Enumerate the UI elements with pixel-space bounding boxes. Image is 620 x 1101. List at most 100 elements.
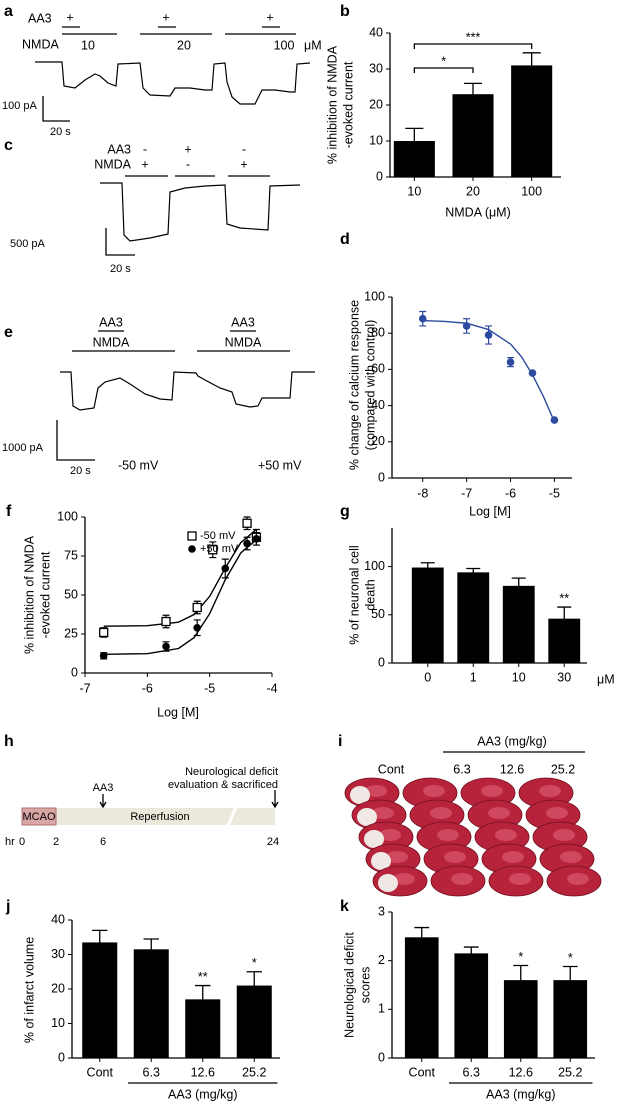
y-axis-label: scores	[358, 967, 372, 1004]
point	[528, 369, 537, 377]
point	[192, 602, 202, 613]
y-tick-label: 100	[364, 289, 385, 303]
infarct	[357, 808, 377, 826]
y-tick-label: 2	[378, 953, 385, 967]
y-tick-label: 50	[371, 607, 385, 621]
aa3-mark: +	[266, 10, 273, 24]
bar	[454, 953, 489, 1058]
infarct	[350, 786, 370, 804]
y-tick-label: 0	[378, 470, 385, 484]
group-label: 25.2	[551, 762, 575, 776]
y-axis-label: -evoked current	[341, 61, 355, 148]
y-tick-label: 0	[58, 1050, 65, 1064]
significance-bracket	[413, 67, 474, 73]
y-axis-label: (compared with control)	[363, 320, 377, 451]
brain-detail	[444, 851, 466, 863]
annotation: *	[568, 951, 573, 965]
brain-detail	[560, 851, 582, 863]
x-tick-label: 12.6	[191, 1065, 215, 1079]
y-tick-label: 20	[51, 981, 65, 995]
bar	[511, 65, 553, 177]
y-tick-label: 60	[371, 362, 385, 376]
y-axis-label: % inhibition of NMDA	[22, 535, 36, 654]
panel-label: h	[4, 733, 14, 750]
brain-detail	[437, 829, 459, 841]
time: 6	[100, 836, 106, 848]
x-tick-label: -6	[505, 486, 516, 500]
scale-bar	[42, 96, 70, 122]
y-axis-label: -evoked current	[38, 551, 52, 638]
mcao-block	[21, 807, 57, 826]
point	[418, 314, 427, 323]
y-tick-label: 10	[369, 133, 383, 147]
hr-label: hr	[5, 836, 15, 848]
y-axis-label: % inhibition of NMDA	[325, 45, 339, 164]
x-tick-label: Cont	[87, 1065, 114, 1079]
endpoint: Neurological deficit	[185, 766, 278, 778]
nmda-label: NMDA	[225, 335, 262, 349]
bar	[185, 999, 221, 1058]
annotation: *	[518, 950, 523, 964]
timeline	[22, 808, 275, 825]
endpoint: evaluation & sacrificed	[168, 779, 278, 791]
aa3-mark: -	[143, 142, 147, 156]
scale-time: 20 s	[110, 263, 131, 275]
annotation: **	[198, 970, 208, 984]
y-axis-label: % of infarct volume	[22, 937, 36, 1043]
annotation: **	[559, 591, 569, 605]
dose-label: AA3 (mg/kg)	[477, 734, 546, 748]
point	[99, 627, 109, 638]
x-axis-label: AA3 (mg/kg)	[486, 1087, 555, 1101]
y-tick-label: 0	[378, 655, 385, 669]
x-axis-label: Log [M]	[469, 504, 511, 518]
panel-label: a	[4, 3, 13, 20]
scale-time: 20 s	[50, 126, 71, 138]
aa3-mark: +	[66, 10, 73, 24]
fit-curve	[103, 539, 257, 655]
aa3-label: AA3	[99, 315, 123, 329]
panel-i: i AA3 (mg/kg) Cont 6.3 12.6 25.2	[338, 733, 602, 897]
aa3-label: AA3	[107, 142, 131, 156]
panel-label: b	[340, 3, 350, 20]
x-tick-label: 25.2	[558, 1065, 582, 1079]
time: 24	[267, 836, 279, 848]
infarct	[364, 830, 384, 848]
bar	[452, 94, 494, 177]
group-label: 6.3	[453, 762, 470, 776]
nmda-label: NMDA	[93, 335, 130, 349]
panel-a: a AA3 + + + NMDA 10 20 100 μM 100 pA 20 …	[2, 3, 322, 138]
annotation: *	[441, 54, 446, 68]
current-trace	[100, 182, 301, 242]
aa3-mark: +	[162, 10, 169, 24]
bar	[457, 572, 490, 663]
point	[208, 545, 218, 555]
y-tick-label: 1	[378, 1002, 385, 1016]
scale-current: 1000 pA	[2, 442, 44, 454]
brain-detail	[567, 873, 589, 885]
aa3-label: AA3	[93, 782, 114, 794]
bar	[133, 949, 169, 1058]
nmda-label: NMDA	[94, 157, 131, 171]
legend-label: +50 mV	[200, 543, 239, 555]
point	[252, 535, 261, 543]
y-tick-label: 0	[378, 1050, 385, 1064]
y-tick-label: 0	[71, 665, 78, 679]
voltage: -50 mV	[118, 458, 159, 472]
time: 0	[19, 836, 25, 848]
voltage: +50 mV	[258, 458, 302, 472]
x-tick-label: 10	[512, 670, 526, 684]
panel-c: c AA3 - + - NMDA + - + 500 pA 20 s	[4, 137, 301, 275]
concentration: 10	[81, 38, 95, 52]
brain-detail	[553, 829, 575, 841]
bar	[548, 618, 581, 663]
bar	[411, 567, 444, 663]
y-axis-label: death	[363, 579, 377, 610]
legend-marker	[188, 545, 196, 553]
bar	[502, 585, 535, 663]
x-axis-label: Log [M]	[157, 705, 199, 719]
panel-label: g	[340, 503, 350, 520]
point	[506, 358, 515, 366]
legend-label: -50 mV	[200, 530, 236, 542]
x-tick-label: -4	[266, 681, 277, 695]
